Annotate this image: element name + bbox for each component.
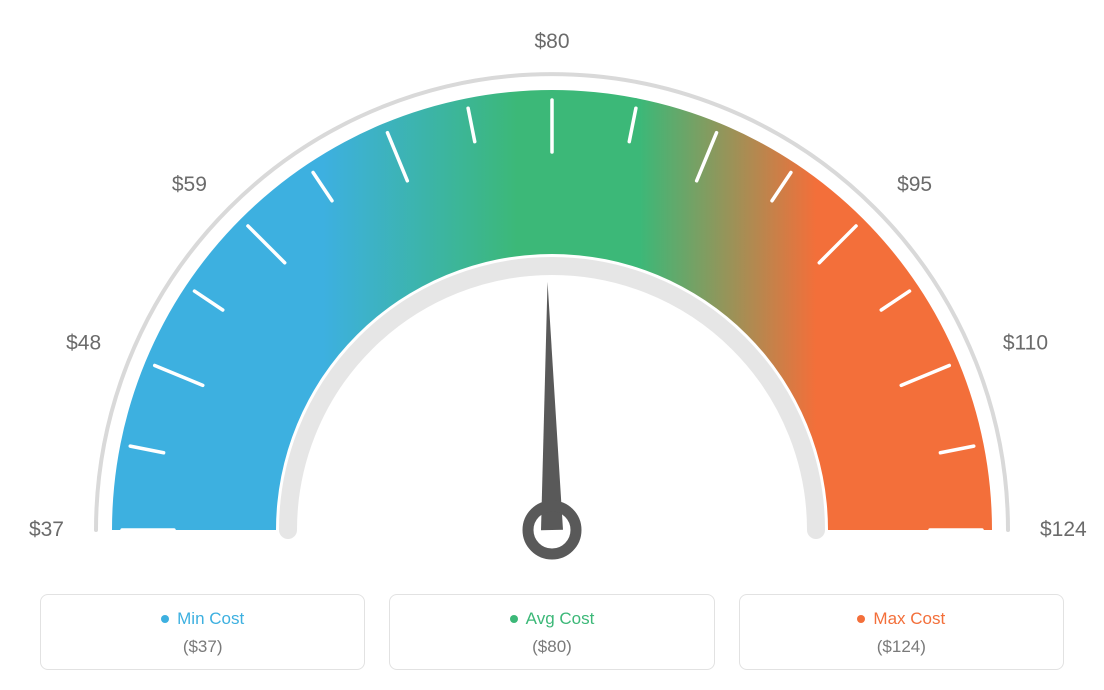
legend-avg-card: Avg Cost ($80): [389, 594, 714, 670]
svg-text:$80: $80: [534, 30, 569, 53]
legend-max-value: ($124): [750, 637, 1053, 657]
legend-avg-value: ($80): [400, 637, 703, 657]
legend-min-card: Min Cost ($37): [40, 594, 365, 670]
legend-min-value: ($37): [51, 637, 354, 657]
svg-text:$124: $124: [1040, 518, 1087, 541]
svg-text:$48: $48: [66, 331, 101, 354]
legend-row: Min Cost ($37) Avg Cost ($80) Max Cost (…: [40, 594, 1064, 670]
max-dot-icon: [857, 615, 865, 623]
svg-text:$37: $37: [29, 518, 64, 541]
legend-max-card: Max Cost ($124): [739, 594, 1064, 670]
cost-gauge: $37 $48 $59 $80 $95 $110 $124: [0, 0, 1104, 570]
legend-min-label: Min Cost: [177, 609, 244, 629]
legend-max-label: Max Cost: [873, 609, 945, 629]
svg-text:$59: $59: [172, 173, 207, 196]
avg-dot-icon: [510, 615, 518, 623]
svg-text:$95: $95: [897, 173, 932, 196]
svg-text:$110: $110: [1003, 331, 1048, 354]
min-dot-icon: [161, 615, 169, 623]
legend-avg-label: Avg Cost: [526, 609, 595, 629]
